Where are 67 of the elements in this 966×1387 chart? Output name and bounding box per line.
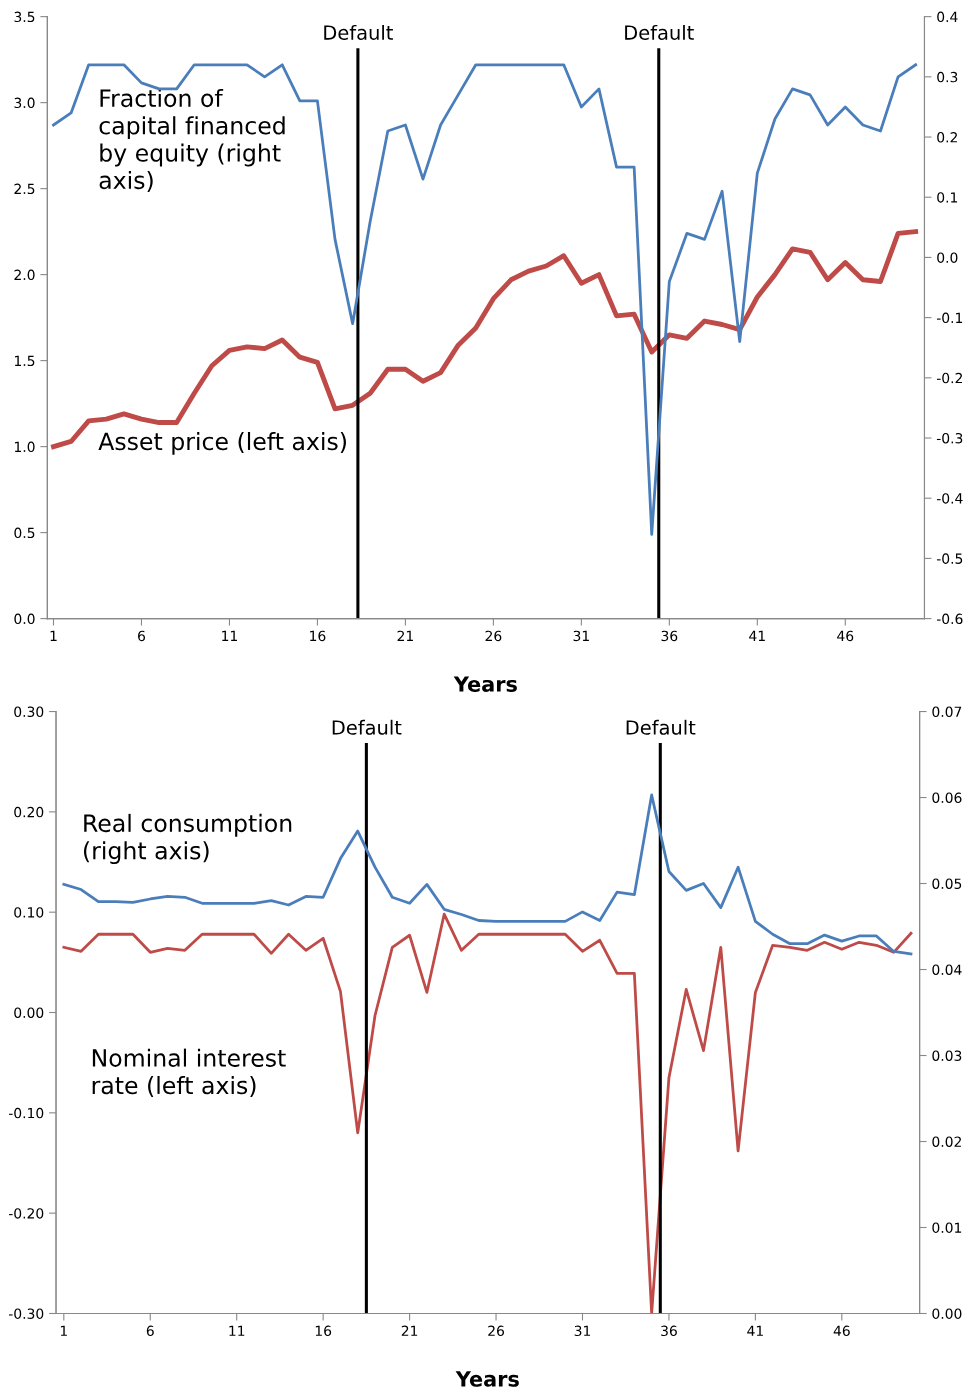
- ref-line-label: Default: [324, 24, 393, 40]
- x-axis-title: Years: [453, 676, 517, 692]
- x-tick-label: 31: [574, 1325, 591, 1337]
- series-label: Asset price (left axis): [98, 431, 346, 455]
- x-tick-label: 6: [138, 630, 146, 642]
- y-tick-label: 0.30: [14, 706, 44, 718]
- y2-tick-label: -0.5: [936, 553, 963, 564]
- y2-tick-label: 0.06: [932, 792, 962, 803]
- ref-line-label: Default: [625, 24, 694, 40]
- y2-tick-label: -0.2: [936, 372, 962, 384]
- y-tick-label: -0.30: [8, 1308, 44, 1319]
- x-tick-label: 1: [50, 630, 57, 641]
- y-tick-label: 2.0: [14, 269, 35, 281]
- line-series: [62, 793, 913, 956]
- x-tick-label: 21: [397, 630, 413, 641]
- y2-tick-label: 0.03: [932, 1050, 962, 1061]
- ref-line-label: Default: [626, 719, 696, 735]
- y-tick-label: 1.5: [14, 355, 35, 367]
- y-tick-label: -0.10: [8, 1107, 44, 1119]
- ref-line-label: Default: [332, 719, 402, 735]
- series-label: Fraction of capital financed by equity (right axis): [99, 88, 285, 192]
- x-tick-label: 41: [749, 630, 765, 641]
- y2-tick-label: 0.02: [932, 1136, 961, 1147]
- y-tick-label: 0.00: [14, 1007, 44, 1018]
- x-tick-label: 31: [573, 630, 589, 642]
- y-tick-label: 0.5: [14, 527, 35, 539]
- y-tick-label: 1.0: [14, 441, 35, 453]
- x-tick-label: 1: [60, 1325, 67, 1336]
- y2-tick-label: 0.4: [937, 11, 958, 23]
- y-tick-label: -0.20: [8, 1208, 44, 1219]
- y2-tick-label: -0.6: [936, 613, 963, 625]
- y-tick-label: 3.5: [14, 11, 35, 23]
- x-tick-label: 11: [229, 1325, 245, 1336]
- y2-tick-label: 0.2: [937, 132, 957, 143]
- y2-tick-label: -0.4: [936, 493, 963, 504]
- x-tick-label: 16: [310, 630, 326, 642]
- x-tick-label: 36: [661, 1325, 677, 1337]
- y2-tick-label: 0.00: [932, 1308, 962, 1319]
- line-series: [52, 63, 918, 536]
- y-tick-label: 0.20: [14, 806, 44, 818]
- x-tick-label: 46: [833, 1325, 850, 1337]
- y2-tick-label: 0.0: [937, 252, 958, 263]
- x-tick-label: 6: [146, 1325, 154, 1337]
- x-tick-label: 26: [485, 630, 502, 642]
- x-tick-label: 36: [661, 630, 678, 642]
- x-tick-label: 26: [488, 1325, 504, 1337]
- y2-tick-label: 0.1: [937, 192, 958, 203]
- y2-tick-label: -0.3: [936, 432, 963, 444]
- x-tick-label: 11: [222, 630, 237, 641]
- text: Nominal interest rate (left axis): [92, 1048, 286, 1098]
- y2-tick-label: 0.01: [932, 1222, 962, 1233]
- series-label: Real consumption (right axis): [83, 813, 292, 865]
- x-axis-title: Years: [455, 1371, 519, 1387]
- y2-tick-label: -0.1: [936, 312, 963, 324]
- y-tick-label: 2.5: [14, 183, 35, 195]
- x-tick-label: 46: [837, 630, 854, 642]
- y-tick-label: 0.0: [14, 613, 35, 625]
- x-tick-label: 41: [747, 1325, 763, 1336]
- x-tick-label: 21: [401, 1325, 418, 1336]
- y2-tick-label: 0.05: [932, 878, 962, 889]
- y2-tick-label: 0.3: [937, 71, 958, 83]
- y-tick-label: 3.0: [14, 97, 35, 109]
- x-tick-label: 16: [315, 1325, 332, 1337]
- line-series: [62, 912, 913, 1314]
- y-tick-label: 0.10: [14, 907, 44, 918]
- y2-tick-label: 0.07: [932, 706, 962, 718]
- y2-tick-label: 0.04: [932, 964, 962, 975]
